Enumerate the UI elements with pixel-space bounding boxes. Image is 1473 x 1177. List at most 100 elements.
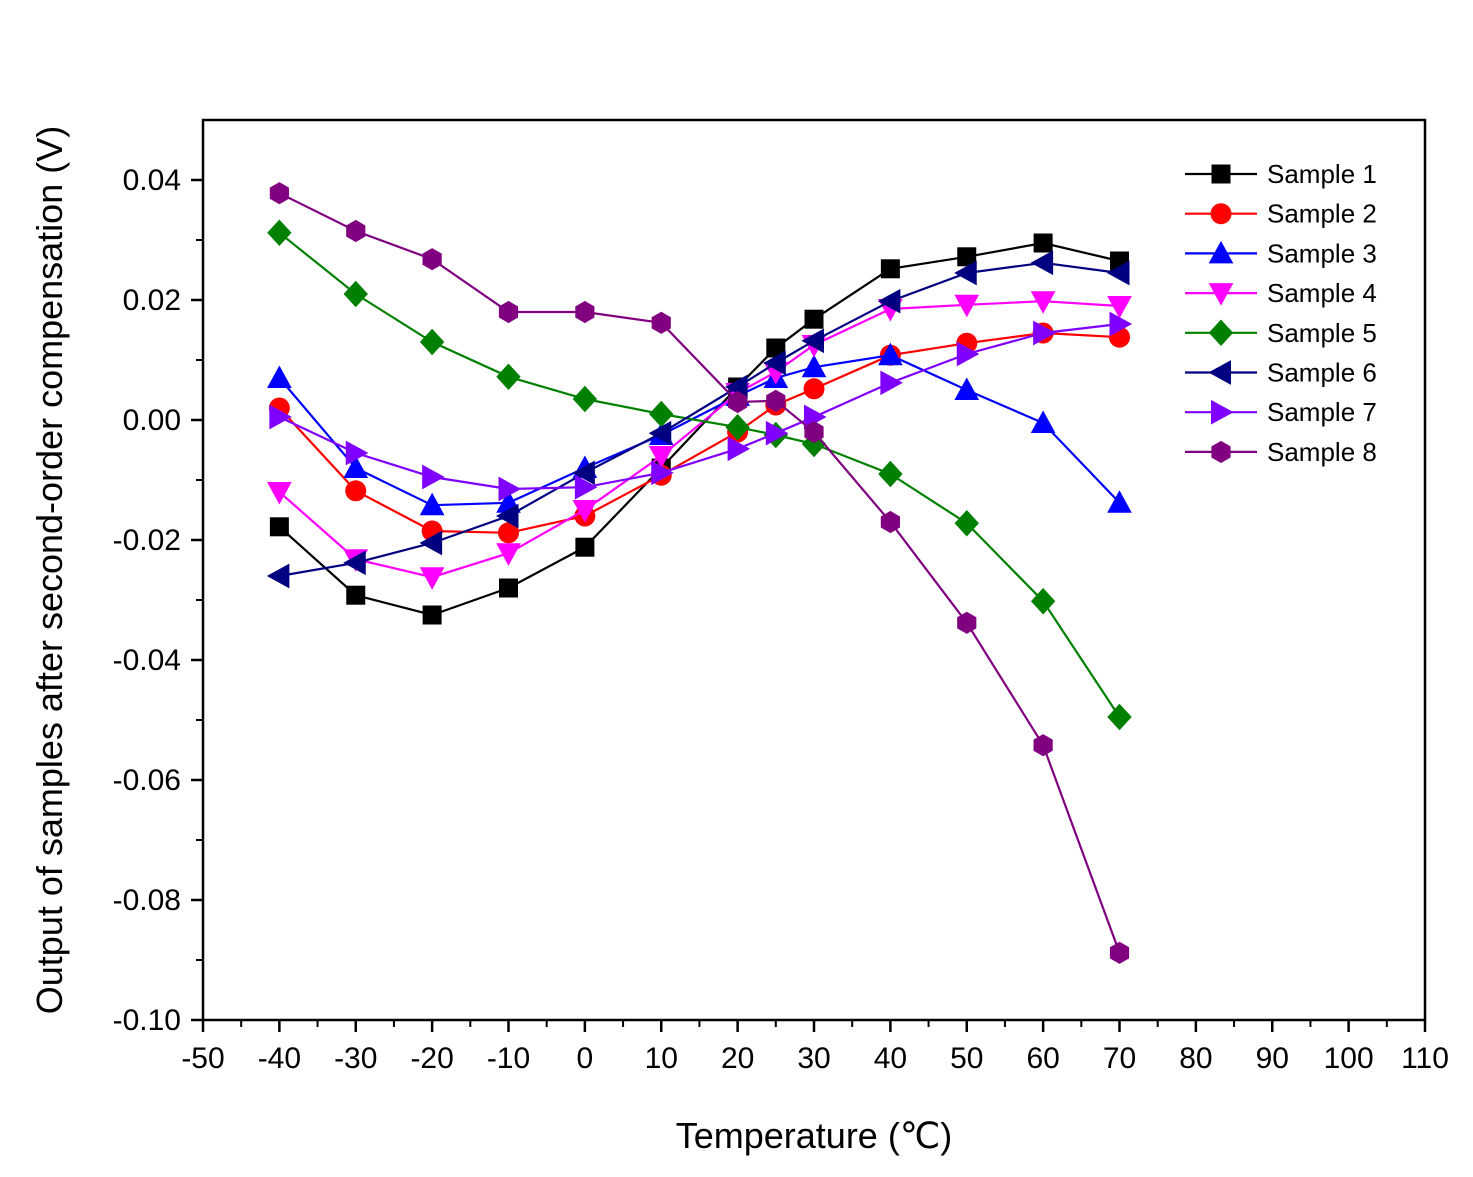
data-point: [766, 389, 786, 412]
x-tick-label: 100: [1324, 1042, 1374, 1075]
x-tick-label: 50: [950, 1042, 983, 1075]
legend-marker: [1210, 203, 1232, 225]
x-tick-label: 40: [874, 1042, 907, 1075]
data-point: [345, 440, 369, 466]
data-point: [727, 436, 751, 462]
data-point: [422, 464, 445, 490]
data-point: [1107, 296, 1132, 319]
data-point: [343, 550, 366, 576]
data-point: [1030, 250, 1054, 276]
legend-label: Sample 6: [1267, 358, 1377, 388]
series-1: [269, 233, 1129, 625]
x-tick-label: -30: [334, 1042, 377, 1075]
data-point: [267, 365, 292, 388]
data-point: [1030, 291, 1056, 314]
data-point: [269, 404, 292, 430]
series-7: [269, 311, 1133, 502]
x-tick-label: 110: [1401, 1042, 1449, 1075]
axes: -50 -40 -30 -20 -10 0 10 20 30 40 50 60 70 80 90 100 110…: [113, 118, 1449, 1075]
legend: Sample 1 Sample 2 Sample 3 Sample 4 Sample 5…: [1185, 159, 1377, 467]
legend-item: Sample 4: [1185, 278, 1377, 308]
series-line: [278, 300, 1120, 579]
data-point: [575, 300, 595, 324]
series-line: [279, 261, 1120, 578]
series-8: [269, 182, 1130, 964]
legend-item: Sample 7: [1185, 397, 1377, 427]
x-tick-label: 70: [1103, 1042, 1136, 1075]
data-point: [1109, 311, 1133, 337]
data-point: [343, 280, 368, 308]
series-line: [278, 192, 1121, 954]
data-point: [496, 363, 521, 391]
legend-marker: [1211, 399, 1234, 425]
x-tick-label: 80: [1179, 1042, 1212, 1075]
data-point: [498, 522, 519, 544]
legend-label: Sample 2: [1267, 199, 1377, 229]
data-point: [728, 390, 748, 414]
data-point: [880, 370, 903, 396]
plot-frame: [201, 118, 1427, 1022]
data-point: [343, 455, 369, 478]
legend-marker: [1211, 164, 1231, 184]
y-tick-label: -0.02: [113, 524, 181, 557]
y-tick-label: -0.06: [113, 764, 181, 797]
x-tick-label: 10: [645, 1042, 678, 1075]
x-tick-label: -10: [487, 1042, 530, 1075]
data-point: [1033, 320, 1056, 346]
series-line: [278, 231, 1121, 718]
data-point: [496, 543, 521, 566]
legend-label: Sample 7: [1267, 397, 1377, 427]
data-point: [648, 446, 674, 469]
series-line: [278, 322, 1120, 491]
x-axis-title: Temperature (℃): [676, 1115, 953, 1156]
data-point: [725, 413, 750, 441]
data-point: [651, 460, 674, 486]
y-tick-label: -0.10: [113, 1004, 181, 1037]
legend-item: Sample 2: [1185, 199, 1377, 229]
y-tick-label: 0.04: [123, 164, 181, 197]
data-point: [269, 182, 289, 205]
data-point: [766, 338, 786, 358]
data-point: [880, 510, 900, 534]
series-3: [267, 342, 1132, 516]
y-tick-label: -0.08: [113, 884, 181, 917]
data-point: [1106, 260, 1130, 286]
data-point: [422, 248, 442, 271]
legend-item: Sample 6: [1185, 358, 1377, 388]
data-point: [803, 378, 825, 400]
y-tick-label: 0.02: [123, 284, 181, 317]
data-point: [346, 585, 366, 605]
data-point: [269, 517, 289, 537]
data-point: [877, 288, 901, 314]
series-5: [267, 219, 1132, 731]
data-point: [419, 530, 443, 556]
series-line: [278, 354, 1121, 507]
data-point: [957, 611, 977, 634]
data-point: [1109, 941, 1130, 964]
legend-label: Sample 1: [1267, 159, 1377, 189]
data-point: [266, 563, 290, 589]
x-tick-label: 20: [721, 1042, 754, 1075]
legend-label: Sample 5: [1267, 318, 1377, 348]
y-axis-title: Output of samples after second-order com…: [29, 126, 70, 1014]
data-point: [419, 567, 445, 590]
data-point: [956, 341, 980, 367]
data-point: [574, 474, 598, 500]
data-point: [572, 385, 598, 413]
x-tick-label: 90: [1256, 1042, 1289, 1075]
data-point: [1030, 410, 1056, 433]
data-point: [572, 500, 598, 523]
data-point: [498, 300, 519, 324]
data-point: [954, 377, 980, 400]
legend-label: Sample 3: [1267, 238, 1377, 268]
data-point: [572, 460, 595, 486]
y-tick-label: -0.04: [113, 644, 181, 677]
series-line: [278, 241, 1120, 617]
legend-item: Sample 3: [1185, 238, 1377, 268]
legend-label: Sample 4: [1267, 278, 1377, 308]
legend-marker: [1211, 440, 1231, 463]
x-tick-label: 60: [1026, 1042, 1059, 1075]
x-tick-label: -50: [181, 1042, 224, 1075]
data-point: [1033, 734, 1053, 757]
data-point: [346, 219, 366, 243]
